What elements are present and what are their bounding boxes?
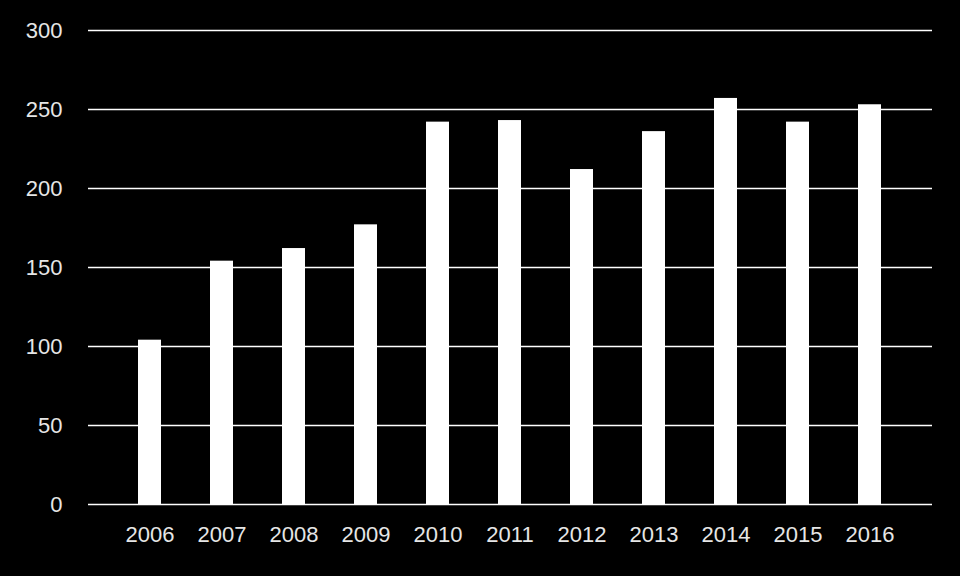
svg-text:2008: 2008 xyxy=(270,522,319,547)
svg-text:2006: 2006 xyxy=(126,522,175,547)
svg-text:0: 0 xyxy=(50,492,62,517)
svg-text:2012: 2012 xyxy=(558,522,607,547)
svg-text:2007: 2007 xyxy=(198,522,247,547)
svg-text:2013: 2013 xyxy=(630,522,679,547)
svg-text:50: 50 xyxy=(38,413,62,438)
svg-text:2010: 2010 xyxy=(414,522,463,547)
svg-text:150: 150 xyxy=(26,255,63,280)
svg-text:250: 250 xyxy=(26,97,63,122)
svg-text:100: 100 xyxy=(26,334,63,359)
svg-text:2016: 2016 xyxy=(846,522,895,547)
svg-text:300: 300 xyxy=(26,18,63,43)
svg-text:2009: 2009 xyxy=(342,522,391,547)
svg-text:2015: 2015 xyxy=(774,522,823,547)
svg-text:2014: 2014 xyxy=(702,522,751,547)
svg-text:200: 200 xyxy=(26,176,63,201)
svg-text:2011: 2011 xyxy=(486,522,533,547)
